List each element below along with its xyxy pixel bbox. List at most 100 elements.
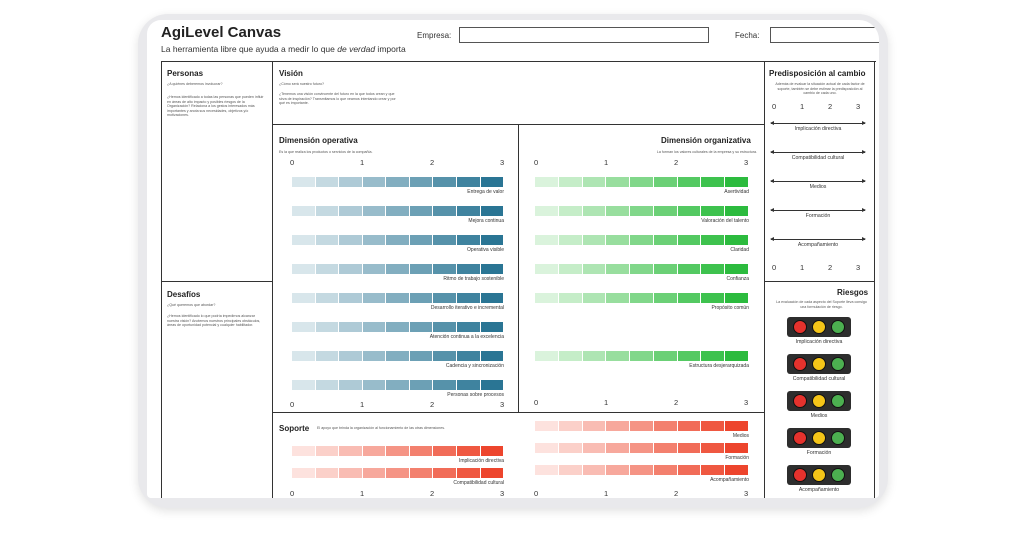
scale-segment[interactable]: [480, 293, 504, 303]
scale-segment[interactable]: [409, 264, 433, 274]
scale-segment[interactable]: [701, 465, 725, 475]
scale-segment[interactable]: [339, 468, 362, 478]
scale-segment[interactable]: [456, 293, 480, 303]
scale-segment[interactable]: [480, 322, 504, 332]
scale-segment[interactable]: [725, 421, 749, 431]
scale-segment[interactable]: [653, 206, 677, 216]
scale-segment[interactable]: [582, 351, 606, 361]
scale-segment[interactable]: [677, 351, 701, 361]
traffic-light[interactable]: [787, 428, 851, 448]
yellow-light-icon[interactable]: [811, 320, 826, 334]
green-light-icon[interactable]: [830, 394, 845, 408]
scale-segment[interactable]: [315, 351, 339, 361]
yellow-light-icon[interactable]: [811, 357, 826, 371]
scale-segment[interactable]: [362, 177, 386, 187]
scale-segment[interactable]: [582, 177, 606, 187]
scale-segment[interactable]: [558, 235, 582, 245]
scale-segment[interactable]: [677, 293, 701, 303]
traffic-light[interactable]: [787, 391, 851, 411]
scale-segment[interactable]: [606, 351, 630, 361]
scale-segment[interactable]: [433, 322, 456, 332]
scale-segment[interactable]: [409, 468, 433, 478]
organizativa-scale-bar[interactable]: [535, 264, 749, 274]
scale-segment[interactable]: [701, 443, 725, 453]
scale-segment[interactable]: [409, 380, 433, 390]
operativa-scale-bar[interactable]: [292, 293, 504, 303]
organizativa-scale-bar[interactable]: [535, 206, 749, 216]
operativa-scale-bar[interactable]: [292, 235, 504, 245]
scale-segment[interactable]: [558, 206, 582, 216]
scale-segment[interactable]: [653, 264, 677, 274]
scale-segment[interactable]: [456, 468, 480, 478]
red-light-icon[interactable]: [793, 431, 808, 445]
scale-segment[interactable]: [725, 264, 749, 274]
scale-segment[interactable]: [725, 443, 749, 453]
scale-segment[interactable]: [386, 446, 409, 456]
scale-segment[interactable]: [386, 351, 409, 361]
scale-segment[interactable]: [630, 235, 653, 245]
scale-segment[interactable]: [409, 177, 433, 187]
scale-segment[interactable]: [292, 380, 315, 390]
scale-segment[interactable]: [701, 421, 725, 431]
scale-segment[interactable]: [653, 235, 677, 245]
scale-segment[interactable]: [315, 322, 339, 332]
scale-segment[interactable]: [292, 264, 315, 274]
scale-segment[interactable]: [701, 177, 725, 187]
scale-segment[interactable]: [433, 468, 456, 478]
scale-segment[interactable]: [362, 322, 386, 332]
scale-segment[interactable]: [386, 380, 409, 390]
scale-segment[interactable]: [558, 443, 582, 453]
scale-segment[interactable]: [480, 351, 504, 361]
scale-segment[interactable]: [433, 351, 456, 361]
scale-segment[interactable]: [409, 293, 433, 303]
scale-segment[interactable]: [315, 177, 339, 187]
scale-segment[interactable]: [292, 293, 315, 303]
scale-segment[interactable]: [725, 465, 749, 475]
scale-segment[interactable]: [535, 293, 558, 303]
scale-segment[interactable]: [558, 177, 582, 187]
scale-segment[interactable]: [677, 264, 701, 274]
traffic-light[interactable]: [787, 465, 851, 485]
scale-segment[interactable]: [456, 235, 480, 245]
scale-segment[interactable]: [677, 443, 701, 453]
scale-segment[interactable]: [535, 443, 558, 453]
scale-segment[interactable]: [630, 421, 653, 431]
scale-segment[interactable]: [362, 206, 386, 216]
scale-segment[interactable]: [606, 465, 630, 475]
scale-segment[interactable]: [725, 351, 749, 361]
scale-segment[interactable]: [339, 235, 362, 245]
scale-segment[interactable]: [480, 264, 504, 274]
scale-segment[interactable]: [339, 446, 362, 456]
soporte-scale-bar[interactable]: [535, 421, 749, 431]
scale-segment[interactable]: [677, 421, 701, 431]
scale-segment[interactable]: [677, 206, 701, 216]
green-light-icon[interactable]: [830, 431, 845, 445]
operativa-scale-bar[interactable]: [292, 351, 504, 361]
scale-segment[interactable]: [362, 293, 386, 303]
scale-segment[interactable]: [582, 293, 606, 303]
traffic-light[interactable]: [787, 354, 851, 374]
scale-segment[interactable]: [480, 468, 504, 478]
operativa-scale-bar[interactable]: [292, 177, 504, 187]
red-light-icon[interactable]: [793, 357, 808, 371]
scale-segment[interactable]: [339, 177, 362, 187]
scale-segment[interactable]: [386, 293, 409, 303]
scale-segment[interactable]: [409, 446, 433, 456]
scale-segment[interactable]: [606, 177, 630, 187]
scale-segment[interactable]: [535, 177, 558, 187]
fecha-field[interactable]: [770, 27, 879, 43]
scale-segment[interactable]: [630, 351, 653, 361]
scale-segment[interactable]: [315, 468, 339, 478]
scale-segment[interactable]: [456, 206, 480, 216]
scale-segment[interactable]: [456, 264, 480, 274]
scale-segment[interactable]: [362, 264, 386, 274]
scale-segment[interactable]: [292, 322, 315, 332]
scale-segment[interactable]: [456, 322, 480, 332]
scale-segment[interactable]: [456, 351, 480, 361]
operativa-scale-bar[interactable]: [292, 206, 504, 216]
organizativa-scale-bar[interactable]: [535, 235, 749, 245]
scale-segment[interactable]: [630, 206, 653, 216]
red-light-icon[interactable]: [793, 320, 808, 334]
scale-segment[interactable]: [480, 380, 504, 390]
scale-segment[interactable]: [535, 465, 558, 475]
